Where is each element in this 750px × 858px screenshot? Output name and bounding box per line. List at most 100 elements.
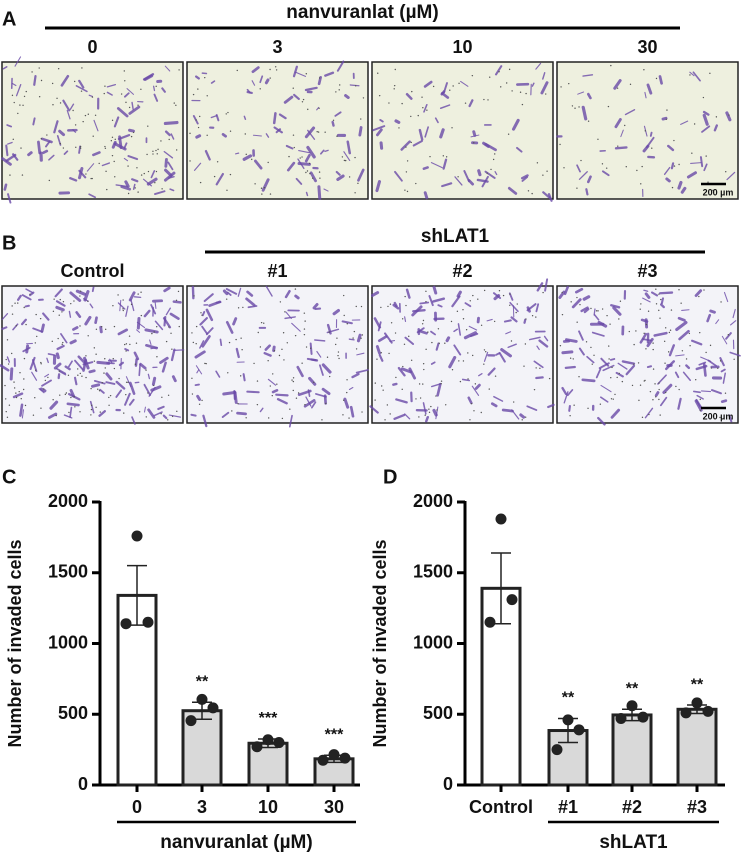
cell [442, 158, 448, 170]
debris [353, 330, 356, 333]
debris [418, 383, 421, 385]
debris [395, 376, 397, 379]
cell [639, 332, 648, 344]
cell [144, 406, 146, 413]
debris [425, 290, 427, 293]
debris [512, 401, 515, 403]
debris [445, 404, 447, 406]
debris [303, 328, 306, 330]
cell [646, 337, 654, 348]
cell [597, 320, 608, 328]
debris [303, 333, 306, 336]
cell [263, 351, 272, 357]
cell [31, 359, 38, 373]
debris [192, 93, 195, 96]
debris [153, 331, 155, 333]
debris [79, 411, 81, 413]
cell [1, 312, 9, 320]
debris [128, 106, 131, 109]
debris [111, 119, 114, 122]
cell [164, 130, 171, 137]
bar [611, 713, 653, 787]
debris [652, 368, 655, 370]
debris [175, 104, 177, 107]
debris [410, 141, 412, 144]
data-point [262, 734, 274, 746]
debris [175, 299, 178, 302]
debris [99, 411, 101, 413]
cell [32, 327, 43, 333]
debris [720, 301, 722, 303]
debris [548, 377, 551, 380]
cell [577, 91, 585, 95]
debris [467, 352, 469, 354]
debris [570, 301, 572, 303]
cell [164, 157, 168, 168]
cell [201, 335, 211, 348]
cell [494, 65, 503, 76]
debris [79, 147, 82, 149]
cell [625, 364, 636, 376]
cell [507, 343, 517, 349]
cell [311, 401, 317, 409]
cell [127, 155, 139, 161]
cell [242, 373, 246, 382]
debris [524, 343, 527, 345]
cell [151, 376, 157, 386]
debris [590, 346, 592, 349]
debris [658, 309, 660, 312]
cell [316, 106, 320, 111]
debris [719, 416, 721, 419]
debris [44, 379, 47, 382]
cell [32, 117, 36, 126]
cell [600, 396, 609, 403]
data-point [328, 749, 340, 761]
cell [393, 413, 406, 421]
cell [205, 327, 214, 336]
debris [81, 375, 83, 377]
cell [600, 384, 612, 393]
debris [336, 135, 338, 137]
cell [649, 131, 653, 137]
debris [64, 393, 67, 396]
cell [323, 394, 327, 405]
cell [526, 303, 537, 312]
debris [611, 366, 613, 369]
cell [124, 180, 130, 188]
cell [125, 376, 132, 388]
cell [153, 93, 159, 102]
debris [663, 340, 666, 343]
debris [678, 289, 680, 291]
cell [698, 361, 707, 366]
debris [521, 419, 523, 421]
debris [405, 304, 407, 307]
cell [163, 150, 174, 159]
cell [670, 162, 675, 170]
cell [578, 347, 585, 356]
cell [580, 306, 589, 313]
cell [614, 146, 628, 150]
y-tick-label: 2000 [413, 491, 453, 511]
cell [675, 354, 685, 357]
debris [471, 354, 474, 357]
cell [624, 109, 636, 116]
cell [703, 163, 708, 172]
debris [79, 295, 81, 297]
cell [69, 177, 78, 182]
cell [422, 166, 429, 170]
debris [15, 325, 17, 327]
debris [469, 419, 471, 421]
debris [355, 348, 358, 350]
cell [535, 62, 542, 70]
cell [674, 371, 680, 379]
y-tick-label: 1000 [48, 632, 88, 652]
debris [57, 337, 59, 340]
debris [449, 89, 451, 91]
micrograph [0, 285, 185, 425]
micrograph [556, 61, 739, 200]
bar [676, 707, 718, 787]
cell [143, 383, 152, 397]
debris [406, 160, 409, 162]
cell [483, 351, 489, 362]
cell [60, 333, 68, 344]
